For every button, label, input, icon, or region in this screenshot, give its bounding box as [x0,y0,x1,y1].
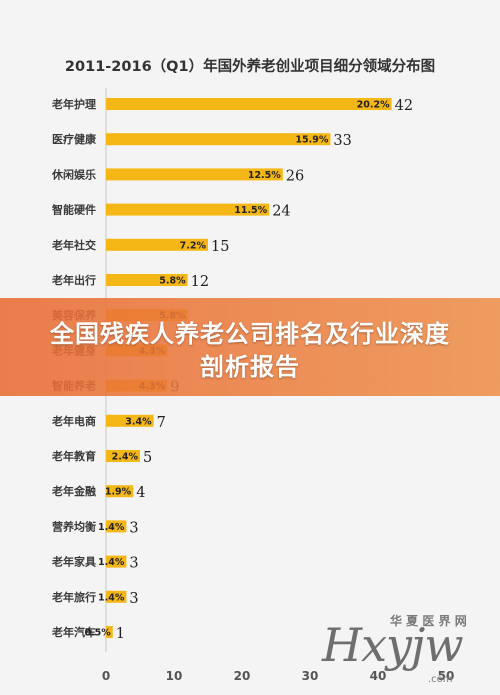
category-label: 老年护理 [51,97,96,111]
value-label: 12 [191,274,209,290]
percent-label: 1.4% [98,557,125,568]
percent-label: 5.8% [159,276,186,287]
percent-label: 1.4% [98,522,125,533]
percent-label: 1.4% [98,592,125,603]
category-label: 老年出行 [51,273,96,287]
title-banner: 全国残疾人养老公司排名及行业深度剖析报告 [0,298,500,396]
x-tick-label: 40 [370,669,387,683]
value-label: 7 [157,415,166,431]
category-label: 老年旅行 [51,590,96,604]
category-label: 老年教育 [51,449,96,463]
category-label: 老年汽车 [51,625,96,639]
percent-label: 20.2% [357,100,390,111]
value-label: 5 [143,450,152,466]
bar [106,485,134,498]
watermark-top: 华 夏 医 界 网 [390,614,467,628]
x-tick-label: 20 [234,669,251,683]
category-label: 休闲娱乐 [51,167,96,181]
value-label: 26 [286,168,304,184]
watermark-sub: .com [428,674,453,685]
bar [106,98,392,110]
category-label: 营养均衡 [52,519,96,533]
bar [106,133,331,146]
value-label: 33 [333,133,351,149]
value-label: 1 [116,626,125,642]
value-label: 3 [129,591,138,607]
bar [106,626,113,638]
percent-label: 7.2% [180,240,207,251]
bar [106,238,208,251]
value-label: 24 [272,204,290,220]
bar [106,168,283,181]
percent-label: 15.9% [295,135,328,146]
category-label: 医疗健康 [52,132,97,146]
x-tick-label: 30 [302,669,319,683]
category-label: 老年家具 [51,555,96,569]
value-label: 15 [211,239,229,255]
percent-label: 11.5% [234,205,267,216]
percent-label: 2.4% [112,452,139,463]
category-label: 智能硬件 [52,203,96,217]
bar [106,414,154,427]
bar [106,520,127,533]
x-tick-label: 0 [102,669,110,683]
watermark-logo: 华 夏 医 界 网 Hxyjw .com [320,612,498,692]
bar [106,274,188,286]
value-label: 3 [129,556,138,572]
bar [106,590,127,603]
bar [106,450,140,462]
chart-title: 2011-2016（Q1）年国外养老创业项目细分领域分布图 [65,57,435,75]
percent-label: 3.4% [125,416,152,427]
x-tick-label: 50 [438,669,455,683]
banner-text: 全国残疾人养老公司排名及行业深度剖析报告 [50,320,450,381]
category-label: 老年社交 [51,238,96,252]
bar [106,203,270,216]
percent-label: 0.5% [84,628,111,639]
category-label: 老年电商 [51,414,96,428]
value-label: 3 [129,520,138,536]
value-label: 42 [395,98,413,114]
x-tick-label: 10 [166,669,183,683]
value-label: 4 [136,485,145,501]
bar [106,555,127,568]
percent-label: 12.5% [248,170,281,181]
watermark-main: Hxyjw [322,618,464,672]
percent-label: 1.9% [105,487,132,498]
category-label: 老年金融 [51,484,96,498]
